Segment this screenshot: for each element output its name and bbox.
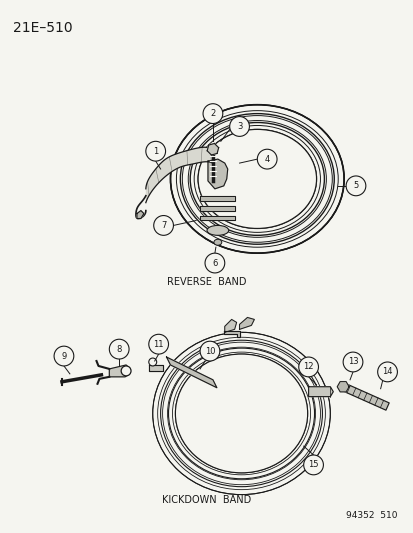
Polygon shape: [239, 318, 254, 329]
Polygon shape: [199, 196, 234, 201]
Text: 6: 6: [212, 259, 217, 268]
Polygon shape: [308, 387, 332, 397]
Polygon shape: [206, 143, 218, 155]
Polygon shape: [199, 206, 234, 211]
Circle shape: [303, 455, 323, 475]
Text: 12: 12: [303, 362, 313, 372]
Circle shape: [121, 366, 131, 376]
Text: 14: 14: [381, 367, 392, 376]
Text: REVERSE  BAND: REVERSE BAND: [167, 277, 246, 287]
Circle shape: [298, 357, 318, 377]
Text: 13: 13: [347, 358, 358, 367]
Polygon shape: [166, 357, 216, 387]
Circle shape: [342, 352, 362, 372]
Polygon shape: [148, 365, 162, 371]
Circle shape: [54, 346, 74, 366]
Ellipse shape: [180, 114, 333, 244]
Text: 15: 15: [308, 461, 318, 470]
Circle shape: [202, 104, 222, 124]
Circle shape: [109, 339, 129, 359]
Text: 10: 10: [204, 346, 215, 356]
Text: 8: 8: [116, 345, 121, 353]
Polygon shape: [223, 332, 239, 337]
Circle shape: [377, 362, 396, 382]
Circle shape: [229, 117, 249, 136]
Text: 7: 7: [161, 221, 166, 230]
Text: KICKDOWN  BAND: KICKDOWN BAND: [162, 495, 251, 505]
Circle shape: [148, 334, 168, 354]
Circle shape: [257, 149, 276, 169]
Circle shape: [204, 253, 224, 273]
Circle shape: [148, 358, 156, 366]
Circle shape: [153, 215, 173, 236]
Text: 9: 9: [61, 352, 66, 360]
Polygon shape: [337, 382, 348, 392]
Polygon shape: [199, 215, 234, 221]
Circle shape: [145, 141, 165, 161]
Circle shape: [345, 176, 365, 196]
Text: 5: 5: [352, 181, 358, 190]
Ellipse shape: [206, 225, 228, 236]
Circle shape: [199, 341, 219, 361]
Polygon shape: [207, 159, 227, 189]
Polygon shape: [145, 147, 214, 203]
Text: 3: 3: [236, 122, 242, 131]
Text: 21E–510: 21E–510: [13, 21, 72, 35]
Ellipse shape: [214, 239, 221, 245]
Polygon shape: [224, 319, 236, 332]
Text: 1: 1: [153, 147, 158, 156]
Text: 4: 4: [264, 155, 269, 164]
Text: 11: 11: [153, 340, 164, 349]
Text: 2: 2: [210, 109, 215, 118]
Polygon shape: [137, 211, 143, 219]
Polygon shape: [341, 383, 388, 410]
Text: 94352  510: 94352 510: [345, 511, 396, 520]
Polygon shape: [109, 365, 129, 377]
Ellipse shape: [198, 130, 316, 229]
Ellipse shape: [175, 354, 307, 473]
